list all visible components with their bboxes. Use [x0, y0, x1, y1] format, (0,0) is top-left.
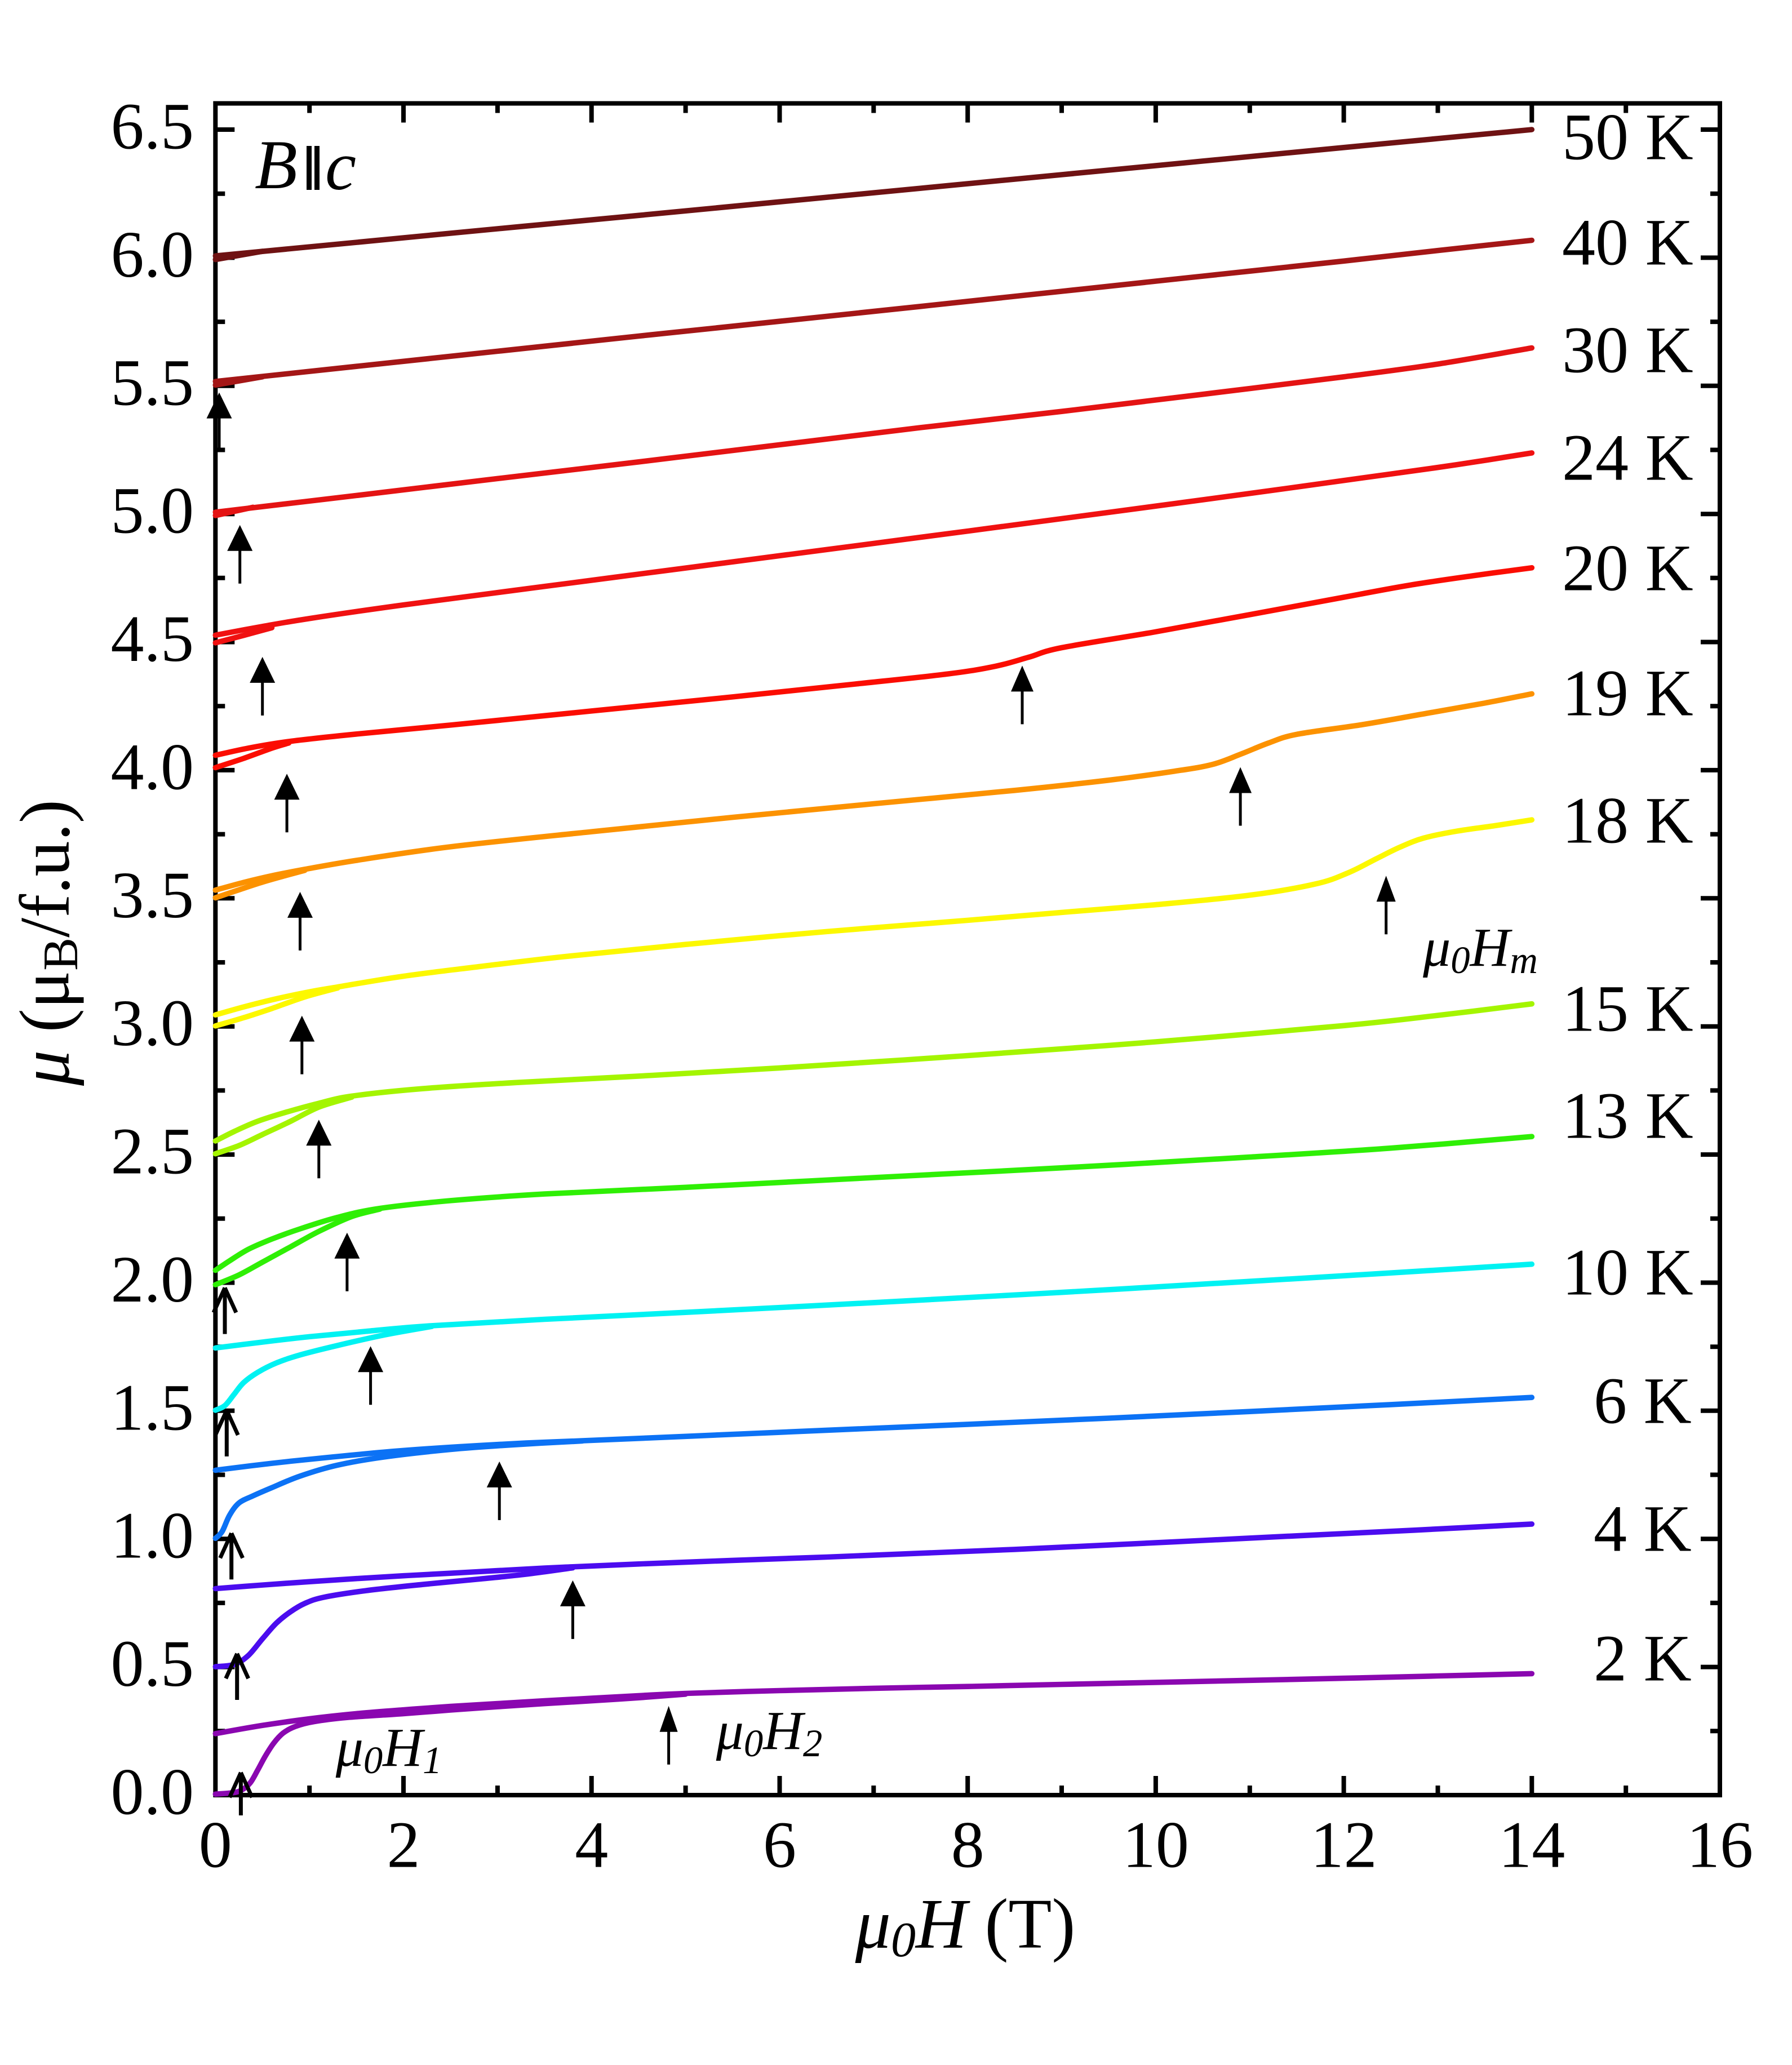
svg-text:24 K: 24 K — [1562, 421, 1693, 495]
svg-text:2 K: 2 K — [1594, 1622, 1692, 1695]
svg-text:μ0Hm: μ0Hm — [1422, 917, 1538, 982]
svg-text:3.5: 3.5 — [111, 858, 194, 932]
svg-text:12: 12 — [1311, 1808, 1377, 1882]
svg-text:18 K: 18 K — [1562, 784, 1693, 858]
svg-text:1.5: 1.5 — [111, 1370, 194, 1444]
svg-text:4: 4 — [575, 1808, 608, 1882]
svg-text:μ0H (T): μ0H (T) — [855, 1885, 1076, 1968]
svg-text:15 K: 15 K — [1562, 972, 1693, 1046]
svg-text:8: 8 — [951, 1808, 984, 1882]
svg-text:5.5: 5.5 — [111, 345, 194, 419]
svg-text:2.0: 2.0 — [111, 1242, 194, 1316]
svg-text:0.0: 0.0 — [111, 1755, 194, 1829]
svg-text:13 K: 13 K — [1562, 1079, 1693, 1153]
svg-text:c: c — [325, 127, 356, 205]
svg-text:10: 10 — [1123, 1808, 1189, 1882]
svg-text:10 K: 10 K — [1562, 1236, 1693, 1309]
svg-text:14: 14 — [1498, 1808, 1565, 1882]
svg-text:μ (μB/f.u.): μ (μB/f.u.) — [6, 800, 89, 1086]
svg-text:6.5: 6.5 — [111, 90, 194, 163]
svg-text:6.0: 6.0 — [111, 217, 194, 291]
svg-text:40 K: 40 K — [1562, 206, 1693, 279]
svg-text:30 K: 30 K — [1562, 313, 1693, 387]
svg-text:20 K: 20 K — [1562, 531, 1693, 605]
svg-text:2.5: 2.5 — [111, 1114, 194, 1188]
svg-text:6: 6 — [763, 1808, 796, 1882]
svg-text:16: 16 — [1687, 1808, 1753, 1882]
svg-text:μ0H1: μ0H1 — [335, 1717, 442, 1782]
svg-text:3.0: 3.0 — [111, 986, 194, 1060]
svg-text:4.0: 4.0 — [111, 730, 194, 803]
svg-text:1.0: 1.0 — [111, 1499, 194, 1573]
svg-text:0.5: 0.5 — [111, 1627, 194, 1700]
svg-text:19 K: 19 K — [1562, 656, 1693, 730]
svg-text:5.0: 5.0 — [111, 474, 194, 548]
svg-text:2: 2 — [387, 1808, 420, 1882]
svg-text:0: 0 — [199, 1808, 232, 1882]
svg-text:50 K: 50 K — [1562, 100, 1693, 174]
svg-text:4.5: 4.5 — [111, 602, 194, 676]
svg-text:6 K: 6 K — [1594, 1364, 1692, 1438]
svg-text:B: B — [255, 126, 298, 203]
svg-text:4 K: 4 K — [1594, 1492, 1692, 1566]
